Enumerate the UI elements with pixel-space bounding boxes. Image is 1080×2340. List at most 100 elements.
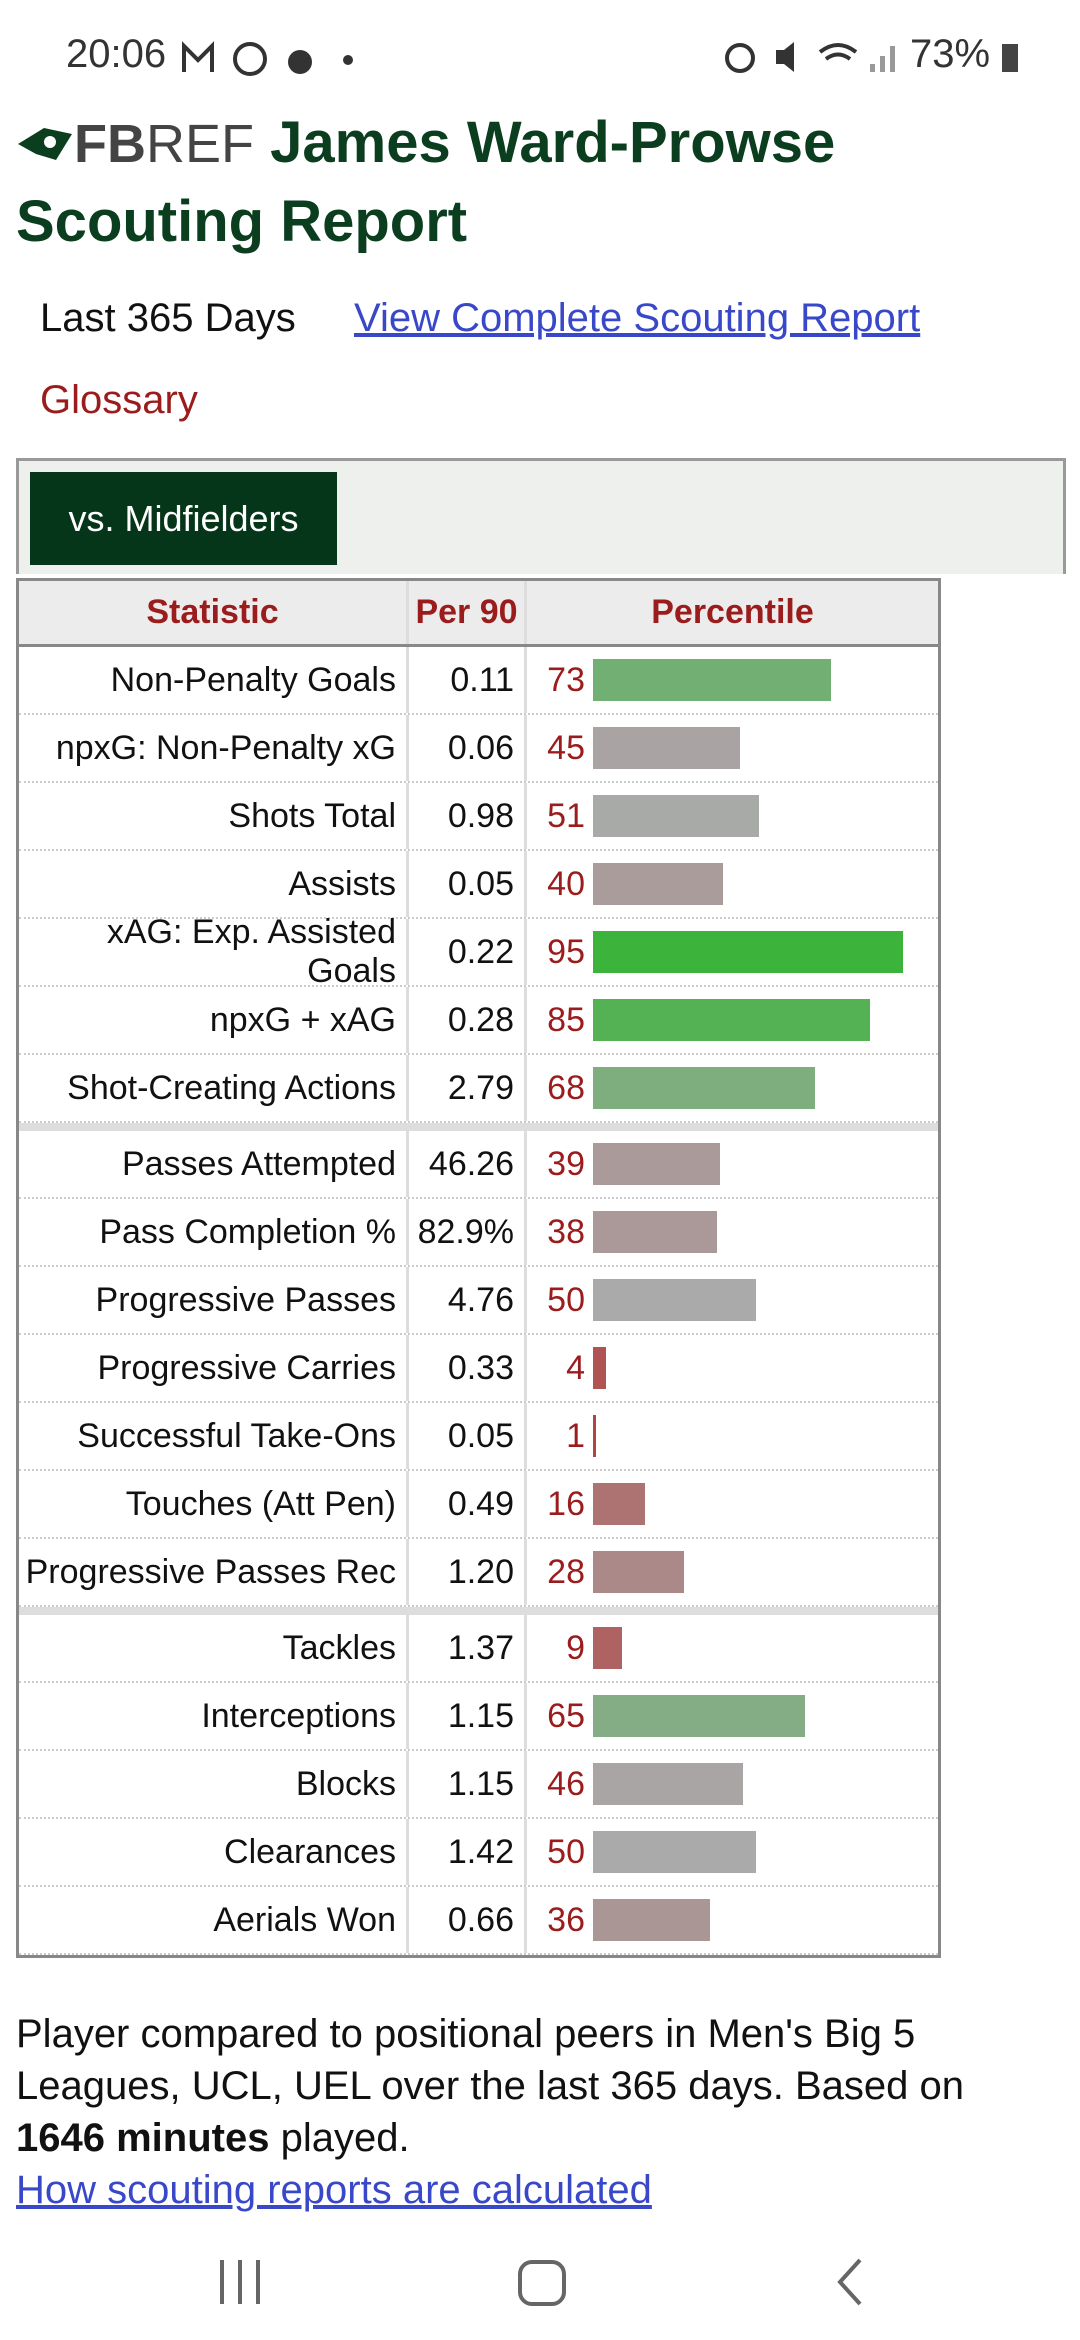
percentile-cell: 46 (527, 1751, 938, 1817)
recents-button[interactable] (220, 2260, 260, 2304)
complete-report-link[interactable]: View Complete Scouting Report (354, 296, 921, 340)
stat-row: Shots Total 0.98 51 (19, 783, 938, 851)
column-header: Per 90 (409, 581, 527, 644)
clock: 20:06 (66, 32, 167, 76)
battery-icon (1002, 44, 1018, 72)
percentile-bar (593, 1279, 756, 1321)
stat-row: Shot-Creating Actions 2.79 68 (19, 1055, 938, 1123)
percentile-value: 85 (547, 1000, 585, 1039)
percentile-bar (593, 1551, 685, 1593)
percentile-cell: 38 (527, 1199, 938, 1265)
statistic: Shots Total (19, 783, 409, 849)
percentile-bar (593, 727, 740, 769)
percentile-bar (593, 1763, 743, 1805)
statistic: Progressive Carries (19, 1335, 409, 1401)
percentile-cell: 50 (527, 1267, 938, 1333)
per-90: 82.9% (409, 1199, 527, 1265)
home-button[interactable] (518, 2260, 566, 2306)
stat-row: Pass Completion % 82.9% 38 (19, 1199, 938, 1267)
percentile-bar (593, 1067, 815, 1109)
per-90: 1.37 (409, 1615, 527, 1681)
statistic: Progressive Passes (19, 1267, 409, 1333)
stat-row: Blocks 1.15 46 (19, 1751, 938, 1819)
per-90: 0.11 (409, 647, 527, 713)
stat-row: Assists 0.05 40 (19, 851, 938, 919)
stat-row: Passes Attempted 46.26 39 (19, 1131, 938, 1199)
percentile-value: 16 (547, 1484, 585, 1523)
per-90: 4.76 (409, 1267, 527, 1333)
percentile-value: 4 (566, 1348, 585, 1387)
percentile-cell: 36 (527, 1887, 938, 1953)
logo[interactable]: FBREF (16, 114, 254, 174)
percentile-bar (593, 999, 871, 1041)
stat-row: npxG + xAG 0.28 85 (19, 987, 938, 1055)
per-90: 1.15 (409, 1683, 527, 1749)
per-90: 0.06 (409, 715, 527, 781)
group-separator (19, 1123, 938, 1131)
logo-bold: FB (74, 114, 146, 174)
stat-row: Successful Take-Ons 0.05 1 (19, 1403, 938, 1471)
per-90: 1.42 (409, 1819, 527, 1885)
percentile-bar (593, 1347, 607, 1389)
percentile-bar (593, 1627, 623, 1669)
percentile-value: 73 (547, 660, 585, 699)
logo-light: REF (145, 114, 254, 174)
percentile-cell: 4 (527, 1335, 938, 1401)
percentile-cell: 85 (527, 987, 938, 1053)
percentile-value: 1 (566, 1416, 585, 1455)
percentile-bar (593, 931, 903, 973)
percentile-value: 38 (547, 1212, 585, 1251)
percentile-cell: 16 (527, 1471, 938, 1537)
nav-bar (0, 2220, 1080, 2340)
method-link[interactable]: How scouting reports are calculated (16, 2168, 652, 2212)
group-separator (19, 1607, 938, 1615)
percentile-bar (593, 863, 724, 905)
percentile-cell: 95 (527, 919, 938, 985)
percentile-value: 65 (547, 1696, 585, 1735)
percentile-value: 50 (547, 1832, 585, 1871)
stat-row: Interceptions 1.15 65 (19, 1683, 938, 1751)
glossary-link[interactable]: Glossary (40, 378, 198, 422)
table-header: Statistic Per 90 Percentile (19, 581, 938, 647)
stat-row: Aerials Won 0.66 36 (19, 1887, 938, 1955)
statistic: Passes Attempted (19, 1131, 409, 1197)
position-tab[interactable]: vs. Midfielders (30, 472, 337, 565)
back-button[interactable] (837, 2258, 862, 2306)
column-header: Statistic (19, 581, 409, 644)
percentile-value: 9 (566, 1628, 585, 1667)
statistic: Aerials Won (19, 1887, 409, 1953)
statistic: Non-Penalty Goals (19, 647, 409, 713)
stat-row: Progressive Passes 4.76 50 (19, 1267, 938, 1335)
per-90: 2.79 (409, 1055, 527, 1121)
percentile-bar (593, 1415, 597, 1457)
statistic: Progressive Passes Rec (19, 1539, 409, 1605)
statistic: Successful Take-Ons (19, 1403, 409, 1469)
statistic: npxG: Non-Penalty xG (19, 715, 409, 781)
statistic: xAG: Exp. Assisted Goals (19, 913, 409, 990)
percentile-value: 28 (547, 1552, 585, 1591)
per-90: 0.66 (409, 1887, 527, 1953)
per-90: 0.28 (409, 987, 527, 1053)
stat-row: Progressive Passes Rec 1.20 28 (19, 1539, 938, 1607)
per-90: 0.05 (409, 1403, 527, 1469)
statistic: Touches (Att Pen) (19, 1471, 409, 1537)
stat-row: Non-Penalty Goals 0.11 73 (19, 647, 938, 715)
statistic: Blocks (19, 1751, 409, 1817)
title-text: James Ward-Prowse Scouting Report (16, 110, 836, 254)
percentile-value: 95 (547, 932, 585, 971)
percentile-cell: 1 (527, 1403, 938, 1469)
percentile-value: 40 (547, 864, 585, 903)
stat-row: Touches (Att Pen) 0.49 16 (19, 1471, 938, 1539)
statistic: Shot-Creating Actions (19, 1055, 409, 1121)
per-90: 0.49 (409, 1471, 527, 1537)
stat-row: xAG: Exp. Assisted Goals 0.22 95 (19, 913, 938, 990)
logo-mark (18, 128, 72, 160)
percentile-bar (593, 795, 760, 837)
statistic: Interceptions (19, 1683, 409, 1749)
stat-row: Progressive Carries 0.33 4 (19, 1335, 938, 1403)
percentile-cell: 9 (527, 1615, 938, 1681)
per-90: 46.26 (409, 1131, 527, 1197)
minutes: 1646 minutes (16, 2116, 270, 2160)
